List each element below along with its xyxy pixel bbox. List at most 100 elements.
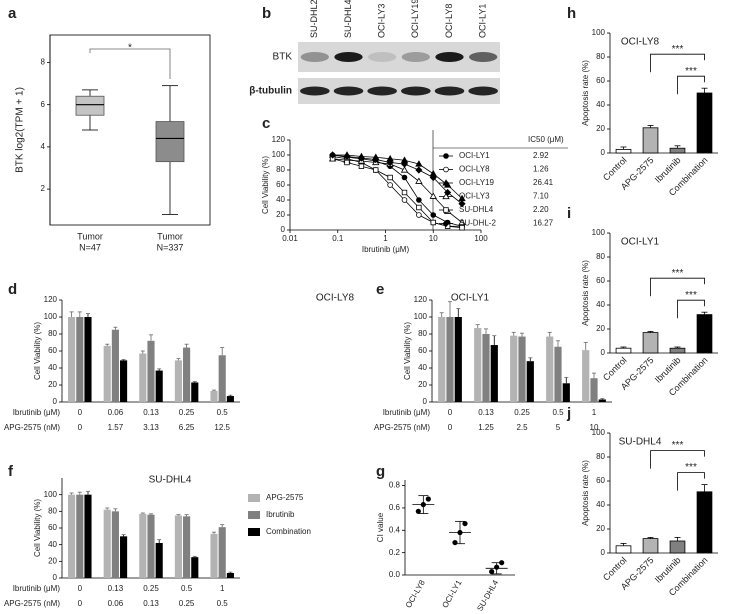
chart-title: SU-DHL4 xyxy=(619,437,662,448)
x-tick-label: 5 xyxy=(556,423,561,432)
band xyxy=(300,86,330,96)
band xyxy=(300,52,329,62)
bar xyxy=(183,347,191,402)
x-tick-label: 1 xyxy=(592,408,597,417)
point xyxy=(489,569,495,575)
x-tick-label: 0 xyxy=(448,423,453,432)
chart-title: OCI-LY1 xyxy=(451,293,490,304)
x-tick-label: 0 xyxy=(78,599,83,608)
box xyxy=(75,95,105,116)
lane-label: OCI-LY3 xyxy=(377,4,387,38)
annotation: * xyxy=(128,43,132,54)
y-tick-label: 0 xyxy=(601,548,606,557)
y-tick-label: 80 xyxy=(48,506,57,515)
bar xyxy=(615,148,632,154)
bar xyxy=(111,511,119,578)
y-tick-label: 20 xyxy=(48,380,57,389)
panel-letter: d xyxy=(8,281,17,298)
panel-letter: e xyxy=(376,281,384,298)
y-tick-label: 100 xyxy=(44,312,58,321)
marker xyxy=(415,166,423,174)
y-tick-label: 4 xyxy=(41,142,46,151)
y-tick-label: 40 xyxy=(48,363,57,372)
x-tick-label: 10 xyxy=(590,423,599,432)
x-tick-label: 10 xyxy=(429,234,438,243)
y-axis-label: Apoptosis rate (%) xyxy=(581,460,590,526)
bar xyxy=(139,513,147,578)
legend-marker xyxy=(443,207,449,213)
bar xyxy=(174,360,182,402)
bar xyxy=(191,557,199,578)
y-axis-label: Cell Viability (%) xyxy=(33,322,42,380)
y-tick-label: 0.6 xyxy=(389,503,401,512)
x-tick-label: 100 xyxy=(474,234,488,243)
marker xyxy=(372,155,380,164)
lane-label: OCI-LY1 xyxy=(478,4,488,38)
y-tick-label: 20 xyxy=(596,324,605,333)
bar xyxy=(546,336,554,402)
bar xyxy=(590,378,598,402)
blot-background xyxy=(298,78,500,104)
x-tick-label: 0 xyxy=(78,423,83,432)
y-tick-label: 0.2 xyxy=(389,548,401,557)
bracket-label: *** xyxy=(685,462,697,473)
blot-panel xyxy=(298,42,500,104)
bar xyxy=(562,383,570,402)
marker xyxy=(415,160,423,167)
bar xyxy=(615,545,632,554)
bar xyxy=(518,336,526,402)
y-tick-label: 60 xyxy=(596,76,605,85)
bar xyxy=(147,514,155,578)
bar xyxy=(103,345,111,402)
x-tick-label: 2.5 xyxy=(516,423,528,432)
bracket-label: *** xyxy=(685,290,697,301)
ic50-label: 7.10 xyxy=(533,192,549,201)
x-tick-label: OCI-LY1 xyxy=(440,578,463,609)
bar xyxy=(582,350,590,402)
bracket xyxy=(650,277,705,297)
legend-marker xyxy=(442,219,450,228)
legend-label: APG-2575 xyxy=(266,493,304,502)
bracket xyxy=(677,299,705,319)
x-axis-label: Ibrutinib (μM) xyxy=(362,245,410,254)
marker xyxy=(400,166,409,173)
bar xyxy=(68,494,76,578)
x-tick-label: SU-DHL4 xyxy=(475,578,500,613)
x-tick-label: 1 xyxy=(220,584,225,593)
bar xyxy=(155,370,163,402)
y-tick-label: 40 xyxy=(596,100,605,109)
legend-label: Ibrutinib xyxy=(266,510,295,519)
row-label: Ibrutinib (μM) xyxy=(13,584,61,593)
x-tick-label: 0.25 xyxy=(143,584,159,593)
x-tick-label: 0.5 xyxy=(181,584,193,593)
bar xyxy=(669,540,686,554)
band xyxy=(434,86,465,96)
bar xyxy=(669,147,686,154)
band xyxy=(368,52,397,62)
y-tick-label: 60 xyxy=(418,346,427,355)
marker xyxy=(459,225,465,231)
marker xyxy=(343,152,351,161)
y-axis-label: BTK log2(TPM + 1) xyxy=(15,87,26,173)
y-tick-label: 0 xyxy=(601,348,606,357)
bar xyxy=(642,538,659,554)
y-tick-label: 100 xyxy=(592,228,606,237)
x-tick-label: 0 xyxy=(78,408,83,417)
chart-title: OCI-LY1 xyxy=(621,237,660,248)
y-tick-label: 80 xyxy=(276,165,285,174)
panel-letter: j xyxy=(566,405,571,422)
point xyxy=(457,529,463,536)
marker xyxy=(458,200,466,208)
marker xyxy=(430,212,437,218)
point xyxy=(415,508,421,514)
bar xyxy=(120,536,128,578)
marker xyxy=(401,197,408,203)
chart-title: SU-DHL4 xyxy=(149,475,192,486)
point xyxy=(452,539,458,546)
legend-swatch xyxy=(248,528,260,536)
panel-letter: b xyxy=(262,5,271,22)
legend-swatch xyxy=(248,494,260,502)
ic50-label: 26.41 xyxy=(533,178,554,187)
band xyxy=(401,52,430,62)
y-tick-label: 8 xyxy=(41,58,46,67)
